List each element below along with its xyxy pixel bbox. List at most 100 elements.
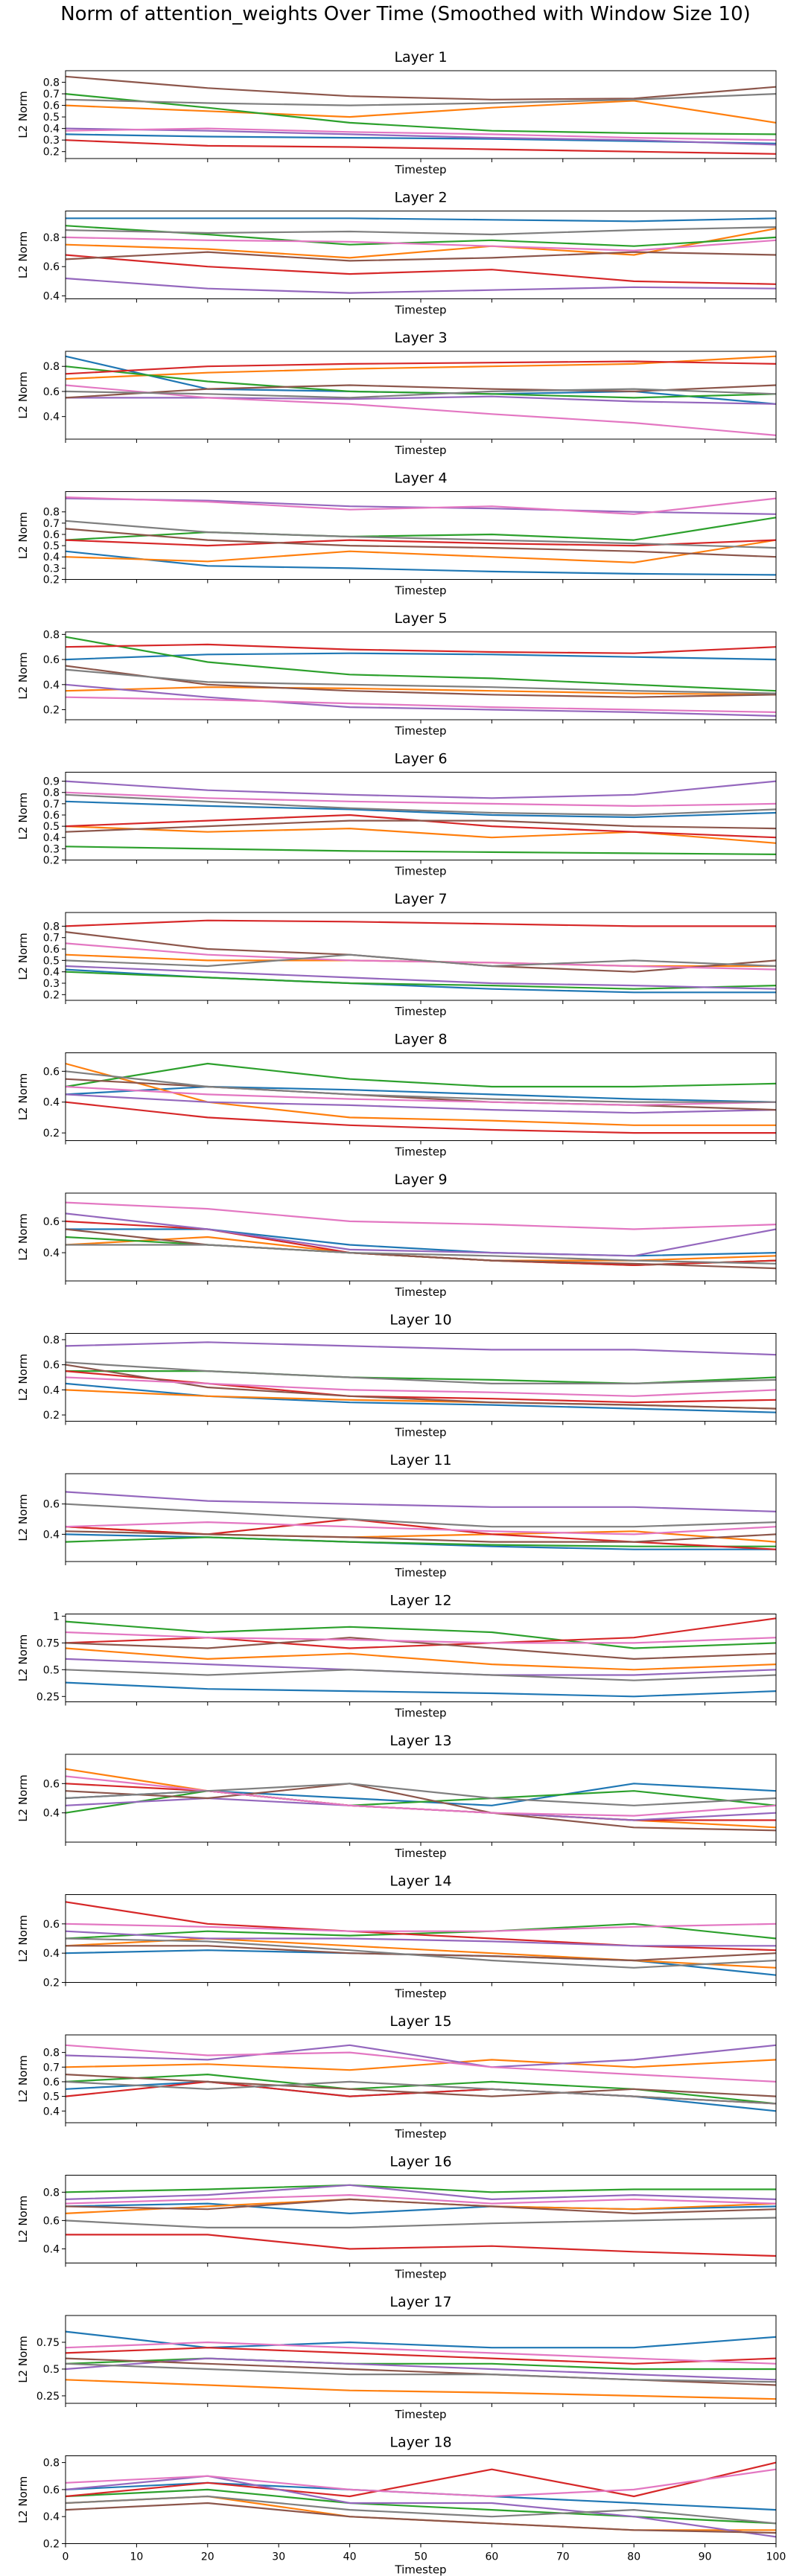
layer-15-series-line [65, 2080, 777, 2105]
layer-1-ytick-label: 0.3 [43, 135, 60, 147]
layer-6-ytick-label: 0.7 [43, 799, 60, 811]
layer-4-ytick-label: 0.2 [43, 575, 60, 587]
layer-16-series-line [65, 2217, 777, 2228]
layer-5-xlabel: Timestep [394, 724, 446, 738]
layer-8-series-line [65, 1070, 776, 1103]
layer-7-ytick-label: 0.3 [43, 978, 60, 990]
layer-14-ytick-label: 0.6 [43, 1919, 60, 1931]
layer-15-series-line [65, 2074, 777, 2097]
layer-2-series-line [65, 236, 777, 252]
layer-1-plot-frame [65, 70, 777, 159]
layer-18-series-line [65, 2461, 777, 2498]
layer-10-series-line [65, 1341, 777, 1356]
layer-11-ylabel: L2 Norm [16, 1494, 30, 1541]
layer-8-ytick-label: 0.6 [43, 1066, 60, 1078]
layer-9-plot-frame [65, 1192, 777, 1282]
layer-12-title: Layer 12 [389, 1593, 451, 1609]
layer-6-ytick-label: 0.6 [43, 810, 60, 822]
layer-3-ytick-label: 0.6 [43, 386, 60, 398]
layer-3-series-line [66, 395, 777, 405]
layer-18-xtick-label: 80 [627, 2551, 640, 2563]
layer-3-series-line [65, 388, 777, 399]
layer-15-ytick-label: 0.8 [43, 2048, 60, 2059]
layer-17-series-line [65, 2347, 777, 2365]
layer-16-series-line [65, 2184, 777, 2200]
layer-6-title: Layer 6 [394, 751, 447, 767]
layer-18-xtick-label: 20 [201, 2551, 214, 2563]
layer-16-ylabel: L2 Norm [16, 2196, 30, 2243]
layer-14-ytick-label: 0.2 [43, 1978, 60, 1989]
layer-16-series-line [65, 2184, 776, 2193]
layer-5-series-line [65, 668, 777, 694]
layer-18-xtick-label: 40 [343, 2551, 357, 2563]
layer-14-title: Layer 14 [389, 1873, 451, 1890]
layer-7-ylabel: L2 Norm [16, 933, 30, 980]
layer-4-ytick-label: 0.6 [43, 529, 60, 541]
layer-1-ytick-label: 0.5 [43, 112, 60, 124]
layer-6-ytick-label: 0.4 [43, 832, 60, 844]
layer-5-series-line [65, 683, 777, 717]
layer-10-series-line [65, 1376, 777, 1397]
layer-5-title: Layer 5 [394, 610, 447, 627]
layer-2-series-line [65, 251, 777, 262]
layer-7-ytick-label: 0.7 [43, 933, 60, 945]
layer-12-series-line [65, 1617, 777, 1649]
layer-9-title: Layer 9 [394, 1172, 447, 1188]
layer-13-series-line [65, 1783, 777, 1806]
layer-9-series-line [65, 1228, 777, 1270]
layer-14-series-line [65, 1937, 777, 1969]
layer-10-series-line [65, 1361, 777, 1384]
layer-6-xlabel: Timestep [394, 865, 446, 878]
layer-2-ytick-label: 0.8 [43, 232, 60, 244]
layer-3-title: Layer 3 [394, 330, 447, 346]
layer-7-series-line [65, 919, 776, 927]
layer-18-title: Layer 18 [389, 2435, 451, 2451]
layer-15-ytick-label: 0.7 [43, 2062, 60, 2074]
layer-5-ylabel: L2 Norm [16, 652, 30, 700]
layer-9-series-line [66, 1228, 777, 1257]
layer-1-series-line [65, 139, 777, 155]
layer-17-series-line [65, 2357, 776, 2371]
layer-4-series-line [65, 517, 777, 541]
layer-8-ytick-label: 0.4 [43, 1097, 60, 1109]
layer-4-title: Layer 4 [394, 470, 447, 487]
layer-2-series-line [65, 254, 777, 285]
layer-11-ytick-label: 0.4 [43, 1529, 60, 1541]
layer-5-ytick-label: 0.2 [43, 705, 60, 717]
layer-12-series-line [65, 1620, 777, 1649]
layer-6-series-line [65, 846, 777, 855]
layer-18-series-line [65, 2495, 777, 2525]
layer-13-series-line [65, 1790, 777, 1814]
layer-4-series-line [65, 496, 777, 515]
layer-11-title: Layer 11 [389, 1452, 451, 1468]
layer-12-xlabel: Timestep [394, 1707, 446, 1720]
layer-16-series-line [65, 2198, 777, 2214]
layer-17-ytick-label: 0.75 [36, 2337, 60, 2349]
layer-6-ytick-label: 0.2 [43, 855, 60, 867]
layer-2-title: Layer 2 [394, 190, 447, 206]
layer-18-xtick-label: 100 [766, 2551, 786, 2563]
layer-16-series-line [65, 2198, 777, 2214]
layer-10-ytick-label: 0.8 [43, 1335, 60, 1346]
layer-17-ytick-label: 0.25 [36, 2391, 60, 2403]
layer-5-series-line [65, 652, 777, 661]
layer-13-series-line [65, 1775, 777, 1817]
layer-18-series-line [65, 2502, 777, 2534]
layer-2-xlabel: Timestep [394, 304, 446, 317]
layer-8-xlabel: Timestep [394, 1145, 446, 1159]
layer-18-xtick-label: 30 [272, 2551, 285, 2563]
layer-9-ytick-label: 0.6 [43, 1216, 60, 1228]
layer-18-xtick-label: 60 [485, 2551, 498, 2563]
layer-12-series-line [65, 1669, 777, 1681]
layer-6-series-line [65, 819, 777, 833]
layer-9-ytick-label: 0.4 [43, 1247, 60, 1259]
layer-12-series-line [65, 1681, 777, 1698]
layer-1-series-line [65, 75, 777, 100]
layer-17-title: Layer 17 [389, 2294, 451, 2310]
layer-7-series-line [65, 965, 777, 990]
layer-9-series-line [65, 1201, 777, 1230]
layer-1-xlabel: Timestep [394, 163, 446, 176]
layer-14-series-line [65, 1923, 777, 1932]
layer-13-xlabel: Timestep [394, 1847, 446, 1860]
